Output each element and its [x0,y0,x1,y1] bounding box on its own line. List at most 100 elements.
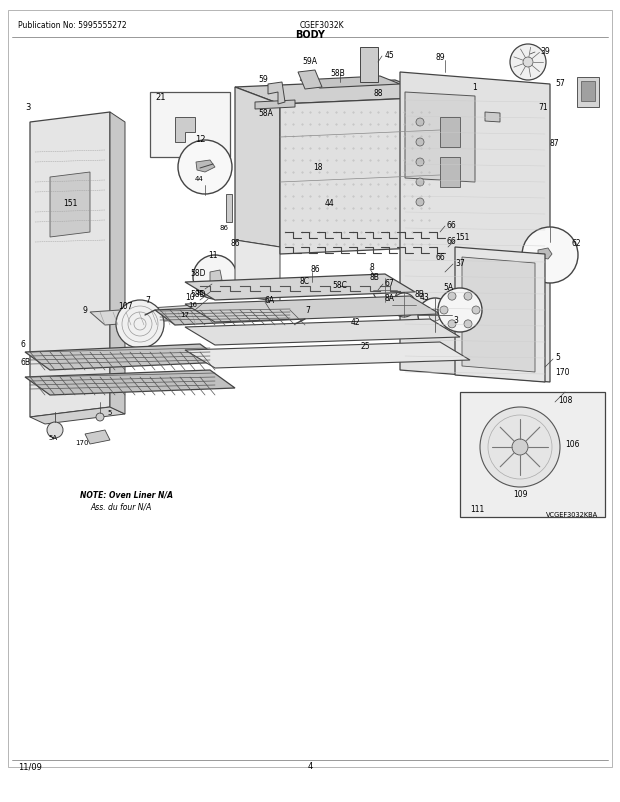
Circle shape [522,228,578,284]
Circle shape [418,298,452,333]
Text: 5: 5 [555,353,560,362]
Circle shape [448,321,456,329]
Text: 5A: 5A [443,283,453,292]
Polygon shape [30,113,110,418]
Circle shape [96,414,104,422]
Polygon shape [485,113,500,123]
Text: 151: 151 [455,233,469,242]
Text: VCGEF3032KBA: VCGEF3032KBA [546,512,598,517]
Polygon shape [405,93,475,183]
Text: Publication No: 5995555272: Publication No: 5995555272 [18,22,126,30]
Polygon shape [268,83,285,105]
Text: 170: 170 [75,439,89,445]
Polygon shape [196,160,215,172]
Text: 11: 11 [208,250,218,259]
Polygon shape [110,113,125,415]
Polygon shape [185,342,470,369]
Text: 16: 16 [188,302,197,308]
Text: 9: 9 [82,306,87,315]
Text: 8: 8 [370,262,374,271]
Text: 66: 66 [447,221,457,229]
Text: 57: 57 [555,79,565,87]
Text: 6B: 6B [20,358,30,367]
Circle shape [438,289,482,333]
Polygon shape [185,320,460,346]
Polygon shape [235,88,280,248]
Text: 109: 109 [513,490,527,499]
Bar [360,48,378,83]
Text: 151: 151 [63,198,77,207]
Text: 87: 87 [550,138,560,148]
Text: 45: 45 [385,51,395,59]
Text: 86: 86 [310,265,320,274]
Text: 17: 17 [180,312,189,318]
Text: 58D: 58D [190,290,205,299]
Polygon shape [255,101,295,110]
Polygon shape [235,81,440,105]
Polygon shape [210,270,222,282]
Circle shape [193,256,237,300]
Text: 67: 67 [385,278,395,287]
Circle shape [392,294,416,318]
Text: Ass. du four N/A: Ass. du four N/A [90,502,151,511]
Text: 62: 62 [572,238,582,247]
Text: BODY: BODY [295,30,325,40]
Polygon shape [175,118,195,143]
Circle shape [523,58,533,68]
Text: 108: 108 [558,396,572,405]
Text: 3: 3 [453,316,458,325]
Circle shape [429,310,441,322]
Text: 170: 170 [555,368,570,377]
Text: 10: 10 [185,294,195,302]
Text: 58A: 58A [258,108,273,117]
Circle shape [472,306,480,314]
Text: 86: 86 [220,225,229,231]
Text: 8B: 8B [415,290,425,299]
Bar [150,93,230,158]
Text: 43: 43 [420,294,430,302]
Circle shape [416,119,424,127]
Circle shape [116,301,164,349]
Text: 44: 44 [195,176,204,182]
Bar [226,195,232,223]
Text: 111: 111 [470,505,484,514]
Circle shape [440,306,448,314]
Text: 66: 66 [447,237,457,245]
Polygon shape [462,257,535,373]
Text: 58D: 58D [190,268,205,277]
Polygon shape [155,305,305,326]
Text: 58C: 58C [332,280,347,290]
Circle shape [464,293,472,301]
Text: 21: 21 [155,93,166,103]
Text: 106: 106 [565,440,580,449]
Circle shape [373,278,397,302]
Text: NOTE: Oven Liner N/A: NOTE: Oven Liner N/A [80,490,173,499]
Circle shape [416,139,424,147]
Polygon shape [30,407,125,424]
Text: 25: 25 [360,342,370,351]
Polygon shape [185,297,440,322]
Text: 5A: 5A [48,435,57,440]
Text: 39: 39 [540,47,550,55]
Circle shape [47,423,63,439]
Text: 107: 107 [118,302,133,311]
Circle shape [512,439,528,456]
Polygon shape [85,431,110,444]
Text: 8C: 8C [300,276,310,286]
Text: 8A: 8A [385,294,395,303]
Polygon shape [455,248,545,383]
Text: 4: 4 [308,762,312,771]
Polygon shape [185,274,415,301]
Circle shape [416,199,424,207]
Bar [577,78,599,107]
Bar [440,158,460,188]
Circle shape [464,321,472,329]
Text: 59A: 59A [303,56,317,66]
Text: 1: 1 [472,83,477,92]
Circle shape [448,293,456,301]
Text: 37: 37 [455,258,465,267]
Text: 18: 18 [313,164,323,172]
Circle shape [416,159,424,167]
Text: 8B: 8B [369,273,379,282]
Text: 7: 7 [305,306,310,315]
